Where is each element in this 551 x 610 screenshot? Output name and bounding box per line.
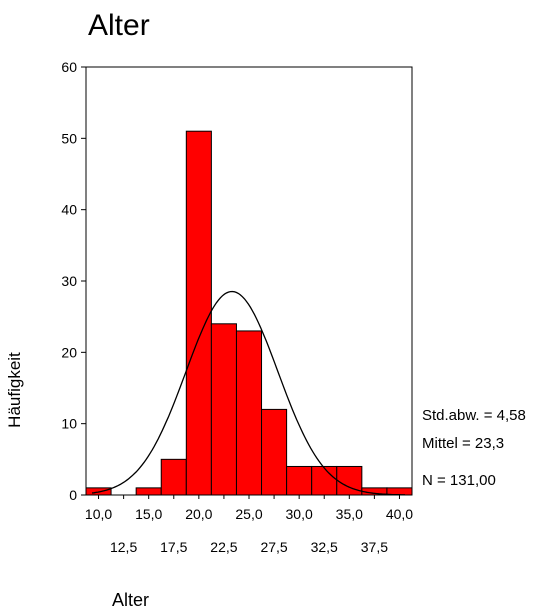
x-tick-label: 30,0 (286, 506, 313, 522)
y-tick-label: 0 (69, 487, 77, 503)
y-axis-label: Häufigkeit (5, 352, 24, 428)
x-tick-label: 12,5 (110, 539, 137, 555)
x-tick-label: 15,0 (135, 506, 162, 522)
histogram-bar (311, 465, 338, 496)
y-tick-label: 30 (61, 273, 77, 289)
y-tick-label: 10 (61, 416, 77, 432)
x-tick-label: 17,5 (160, 539, 187, 555)
x-tick-label: 20,0 (185, 506, 212, 522)
stat-mean: Mittel = 23,3 (422, 435, 505, 452)
y-tick-label: 60 (61, 59, 77, 75)
x-tick-label: 27,5 (260, 539, 287, 555)
x-axis-label: Alter (112, 590, 150, 610)
chart-title: Alter (88, 9, 150, 42)
x-tick-label: 40,0 (386, 506, 413, 522)
x-tick-label: 32,5 (311, 539, 338, 555)
histogram-bar (235, 330, 263, 496)
y-tick-label: 40 (61, 202, 77, 218)
y-tick-label: 20 (61, 344, 77, 360)
histogram-bar (160, 458, 187, 496)
y-tick-label: 50 (61, 130, 77, 146)
histogram-bar (185, 130, 212, 496)
x-tick-label: 37,5 (361, 539, 388, 555)
histogram-bar (261, 408, 288, 496)
x-tick-label: 22,5 (210, 539, 237, 555)
histogram-bar (286, 465, 313, 496)
x-tick-label: 35,0 (336, 506, 363, 522)
normal-curve (91, 290, 405, 496)
histogram-bar (210, 323, 237, 496)
stat-n: N = 131,00 (422, 472, 496, 489)
stat-std-dev: Std.abw. = 4,58 (422, 407, 526, 424)
x-tick-label: 10,0 (85, 506, 112, 522)
histogram-bar (135, 487, 162, 496)
x-tick-label: 25,0 (235, 506, 262, 522)
